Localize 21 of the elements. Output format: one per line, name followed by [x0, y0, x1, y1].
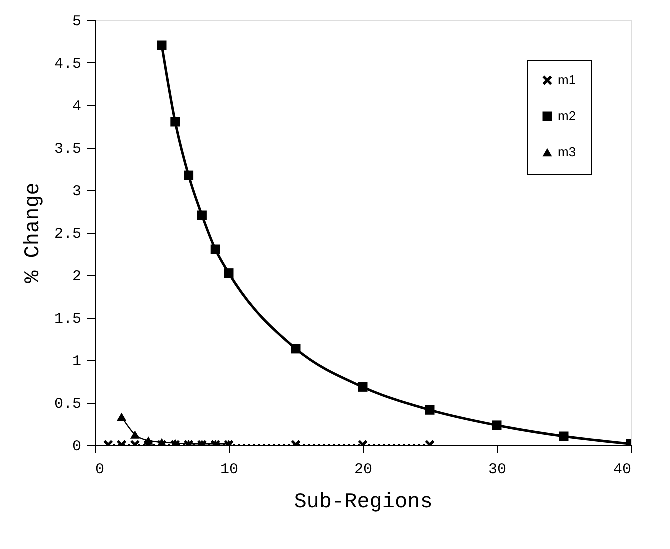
y-tick-label: 3.5 — [54, 141, 82, 158]
y-tick-label: 1.5 — [54, 311, 82, 328]
y-tick-label: 1 — [72, 354, 82, 370]
y-tick-label: 4 — [72, 98, 82, 116]
x-tick-label: 20 — [354, 462, 373, 478]
x-tick-label: 10 — [220, 462, 239, 478]
y-tick-label: 5 — [72, 14, 82, 30]
x-tick-label: 30 — [488, 462, 507, 478]
y-tick-label: 2 — [72, 268, 82, 286]
legend-label: m3 — [558, 144, 576, 160]
y-tick-label: 0.5 — [54, 396, 82, 413]
y-axis-title: % Change — [22, 182, 46, 284]
y-tick-label: 0 — [72, 438, 82, 456]
y-tick-label: 4.5 — [54, 56, 82, 73]
legend-label: m2 — [558, 108, 576, 124]
x-axis-title: Sub-Regions — [294, 492, 433, 514]
x-tick-label: 40 — [613, 462, 632, 478]
legend-label: m1 — [558, 72, 576, 88]
x-tick-label: 0 — [96, 462, 105, 478]
y-tick-label: 3 — [72, 184, 82, 200]
y-tick-label: 2.5 — [54, 226, 82, 243]
